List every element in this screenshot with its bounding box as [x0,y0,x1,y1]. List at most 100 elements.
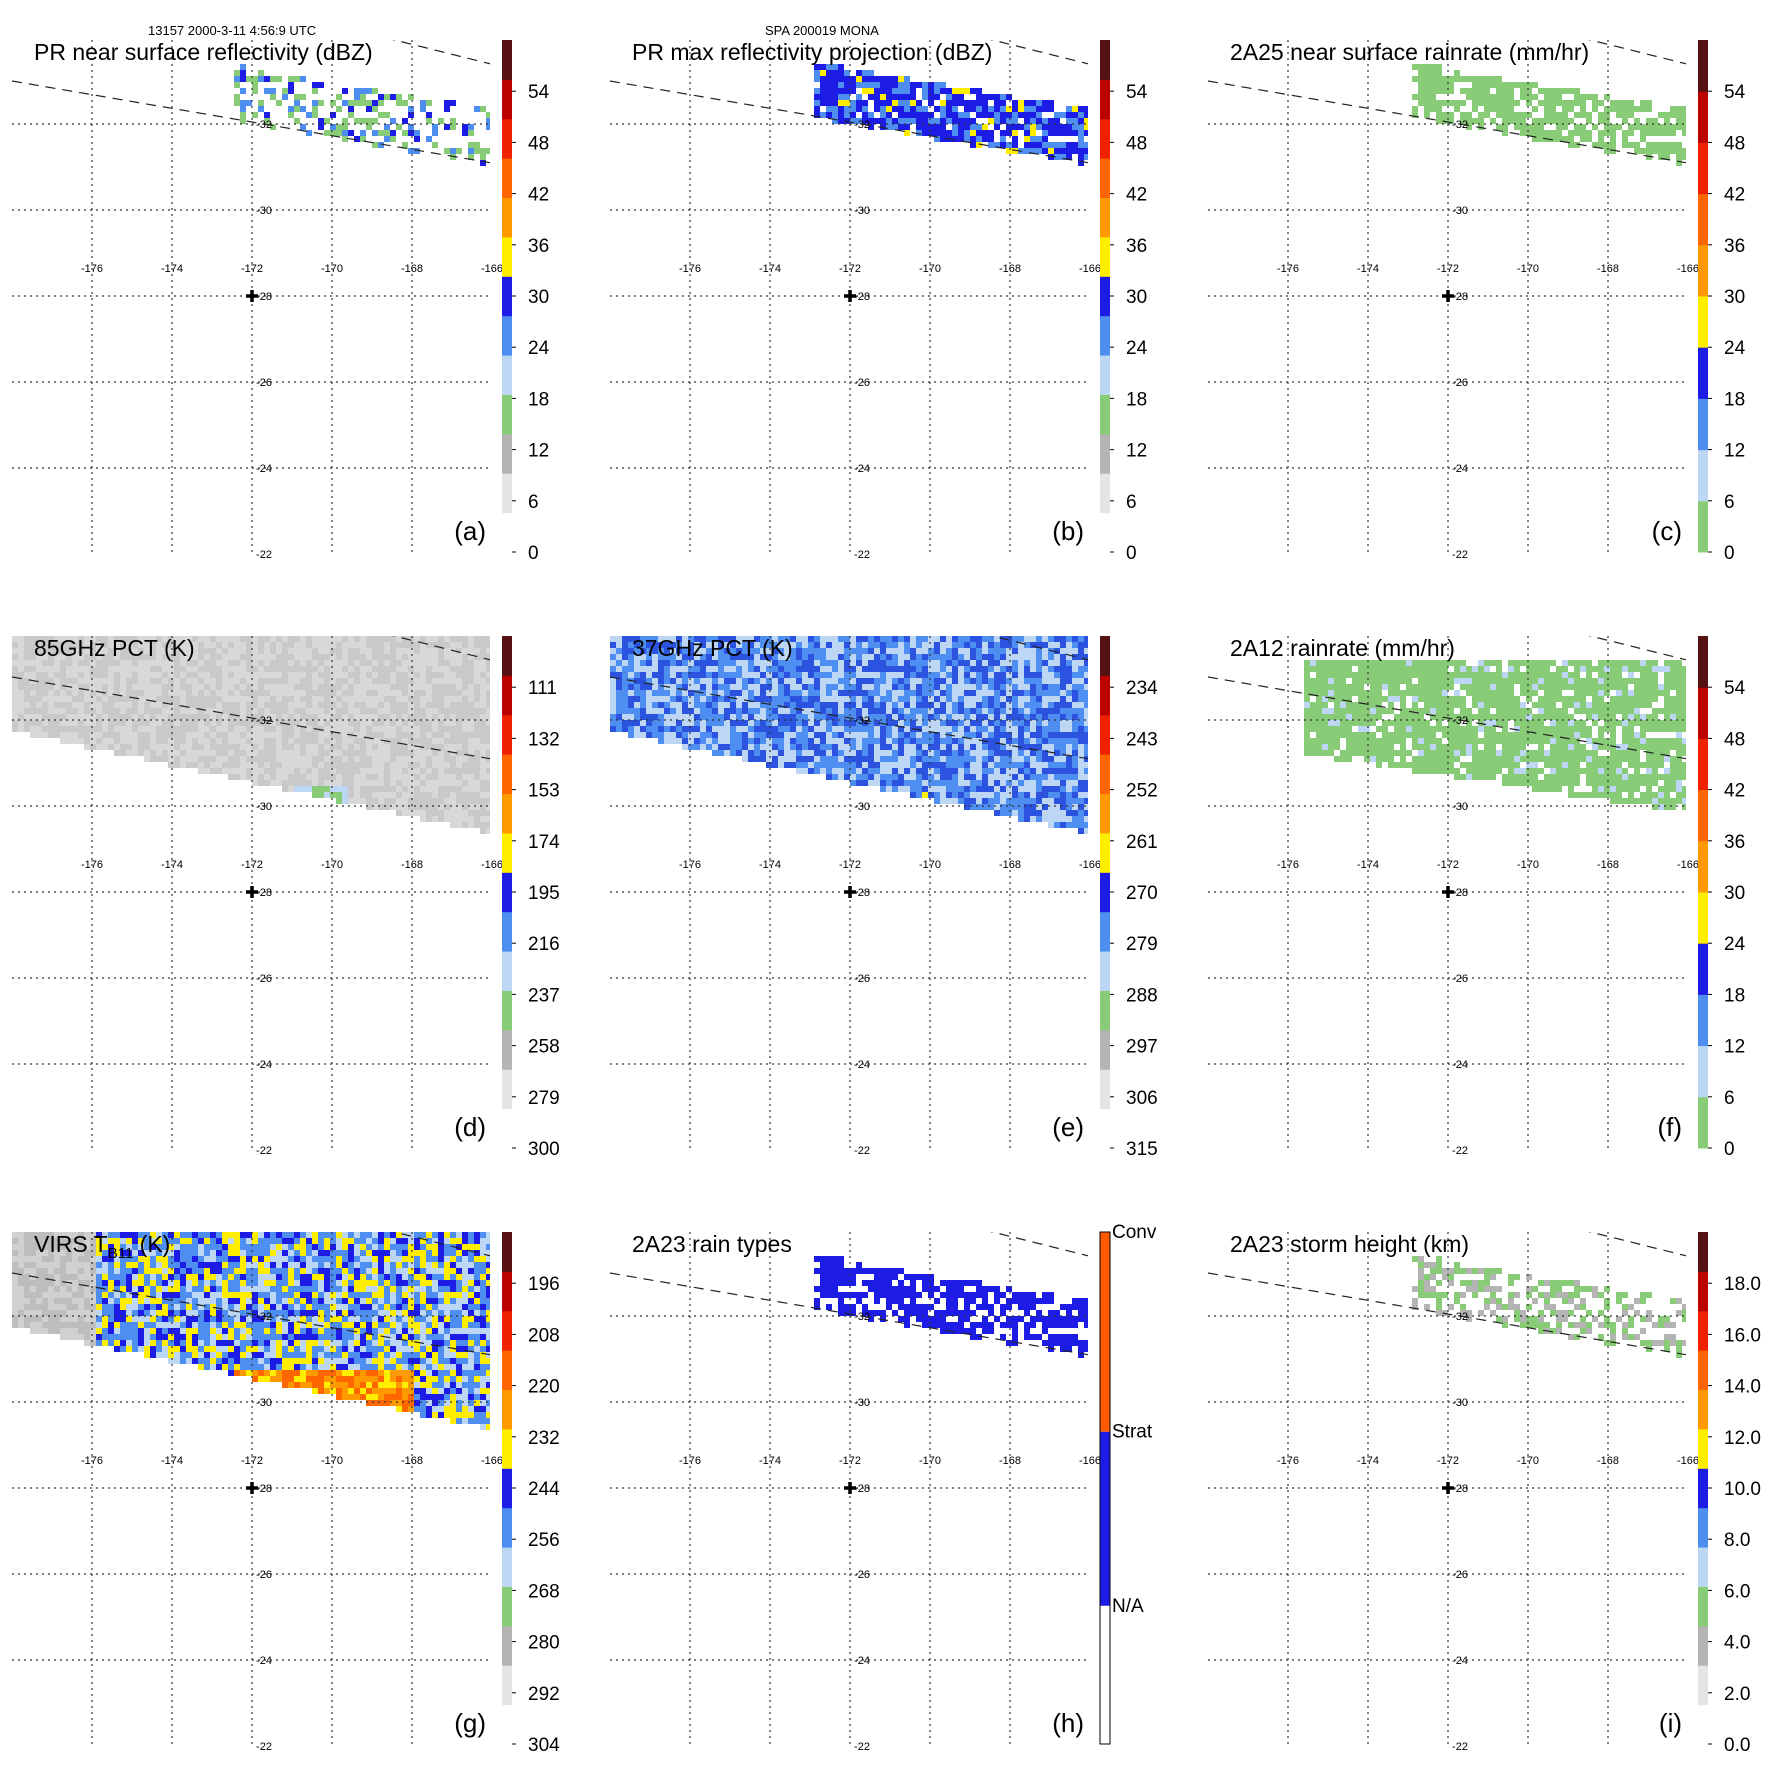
data-cell [814,660,820,666]
data-cell [1048,816,1054,822]
data-cell [84,678,90,684]
data-cell [480,648,486,654]
data-cell [456,738,462,744]
data-cell [276,76,282,82]
data-cell [150,702,156,708]
data-cell [790,708,796,714]
data-cell [414,792,420,798]
data-cell [856,732,862,738]
data-cell [1012,660,1018,666]
data-cell [898,726,904,732]
data-cell [390,130,396,136]
data-cell [300,678,306,684]
data-cell [1628,130,1634,136]
data-cell [1054,642,1060,648]
data-cell [462,750,468,756]
data-cell [1418,64,1424,70]
data-cell [18,696,24,702]
data-cell [1018,678,1024,684]
data-cell [294,702,300,708]
data-cell [408,804,414,810]
data-cell [838,738,844,744]
data-cell [330,666,336,672]
data-cell [1006,654,1012,660]
data-cell [892,738,898,744]
data-cell [372,696,378,702]
data-cell [880,780,886,786]
data-cell [174,690,180,696]
data-cell [288,88,294,94]
data-cell [36,648,42,654]
data-cell [844,636,850,642]
data-cell [652,684,658,690]
data-cell [30,648,36,654]
data-cell [622,660,628,666]
data-cell [628,636,634,642]
data-cell [90,666,96,672]
data-cell [718,702,724,708]
data-cell [1030,756,1036,762]
data-cell [288,756,294,762]
swath-cells [234,64,490,166]
data-cell [652,726,658,732]
data-cell [958,136,964,142]
data-cell [862,708,868,714]
data-cell [474,822,480,828]
data-cell [294,76,300,82]
data-cell [1072,636,1078,642]
data-cell [670,666,676,672]
data-cell [1006,708,1012,714]
data-cell [952,112,958,118]
data-cell [874,780,880,786]
data-cell [156,642,162,648]
data-cell [336,786,342,792]
data-cell [318,666,324,672]
data-cell [102,648,108,654]
data-cell [622,642,628,648]
data-cell [456,720,462,726]
data-cell [474,666,480,672]
data-cell [730,648,736,654]
data-cell [126,690,132,696]
data-cell [1538,100,1544,106]
data-cell [1030,672,1036,678]
data-cell [982,672,988,678]
data-cell [36,642,42,648]
data-cell [174,708,180,714]
data-cell [958,756,964,762]
colorbar-tick-label: 18 [1126,389,1147,410]
data-cell [832,756,838,762]
data-cell [826,100,832,106]
data-cell [964,714,970,720]
data-cell [1036,100,1042,106]
data-cell [688,654,694,660]
data-cell [114,660,120,666]
data-cell [438,696,444,702]
data-cell [390,648,396,654]
lat-tick-label: -24 [256,463,272,475]
data-cell [934,82,940,88]
data-cell [1634,142,1640,148]
data-cell [730,738,736,744]
data-cell [634,666,640,672]
data-cell [952,88,958,94]
data-cell [234,660,240,666]
data-cell [246,756,252,762]
data-cell [12,696,18,702]
data-cell [1072,702,1078,708]
data-cell [396,678,402,684]
data-cell [240,762,246,768]
data-cell [270,720,276,726]
data-cell [1628,106,1634,112]
colorbar-tick-label: 30 [1724,287,1745,308]
data-cell [988,636,994,642]
data-cell [1544,130,1550,136]
data-cell [826,648,832,654]
data-cell [468,726,474,732]
data-cell [1000,702,1006,708]
data-cell [742,732,748,738]
data-cell [438,774,444,780]
data-cell [60,642,66,648]
colorbar-segment [1698,347,1708,399]
data-cell [844,696,850,702]
